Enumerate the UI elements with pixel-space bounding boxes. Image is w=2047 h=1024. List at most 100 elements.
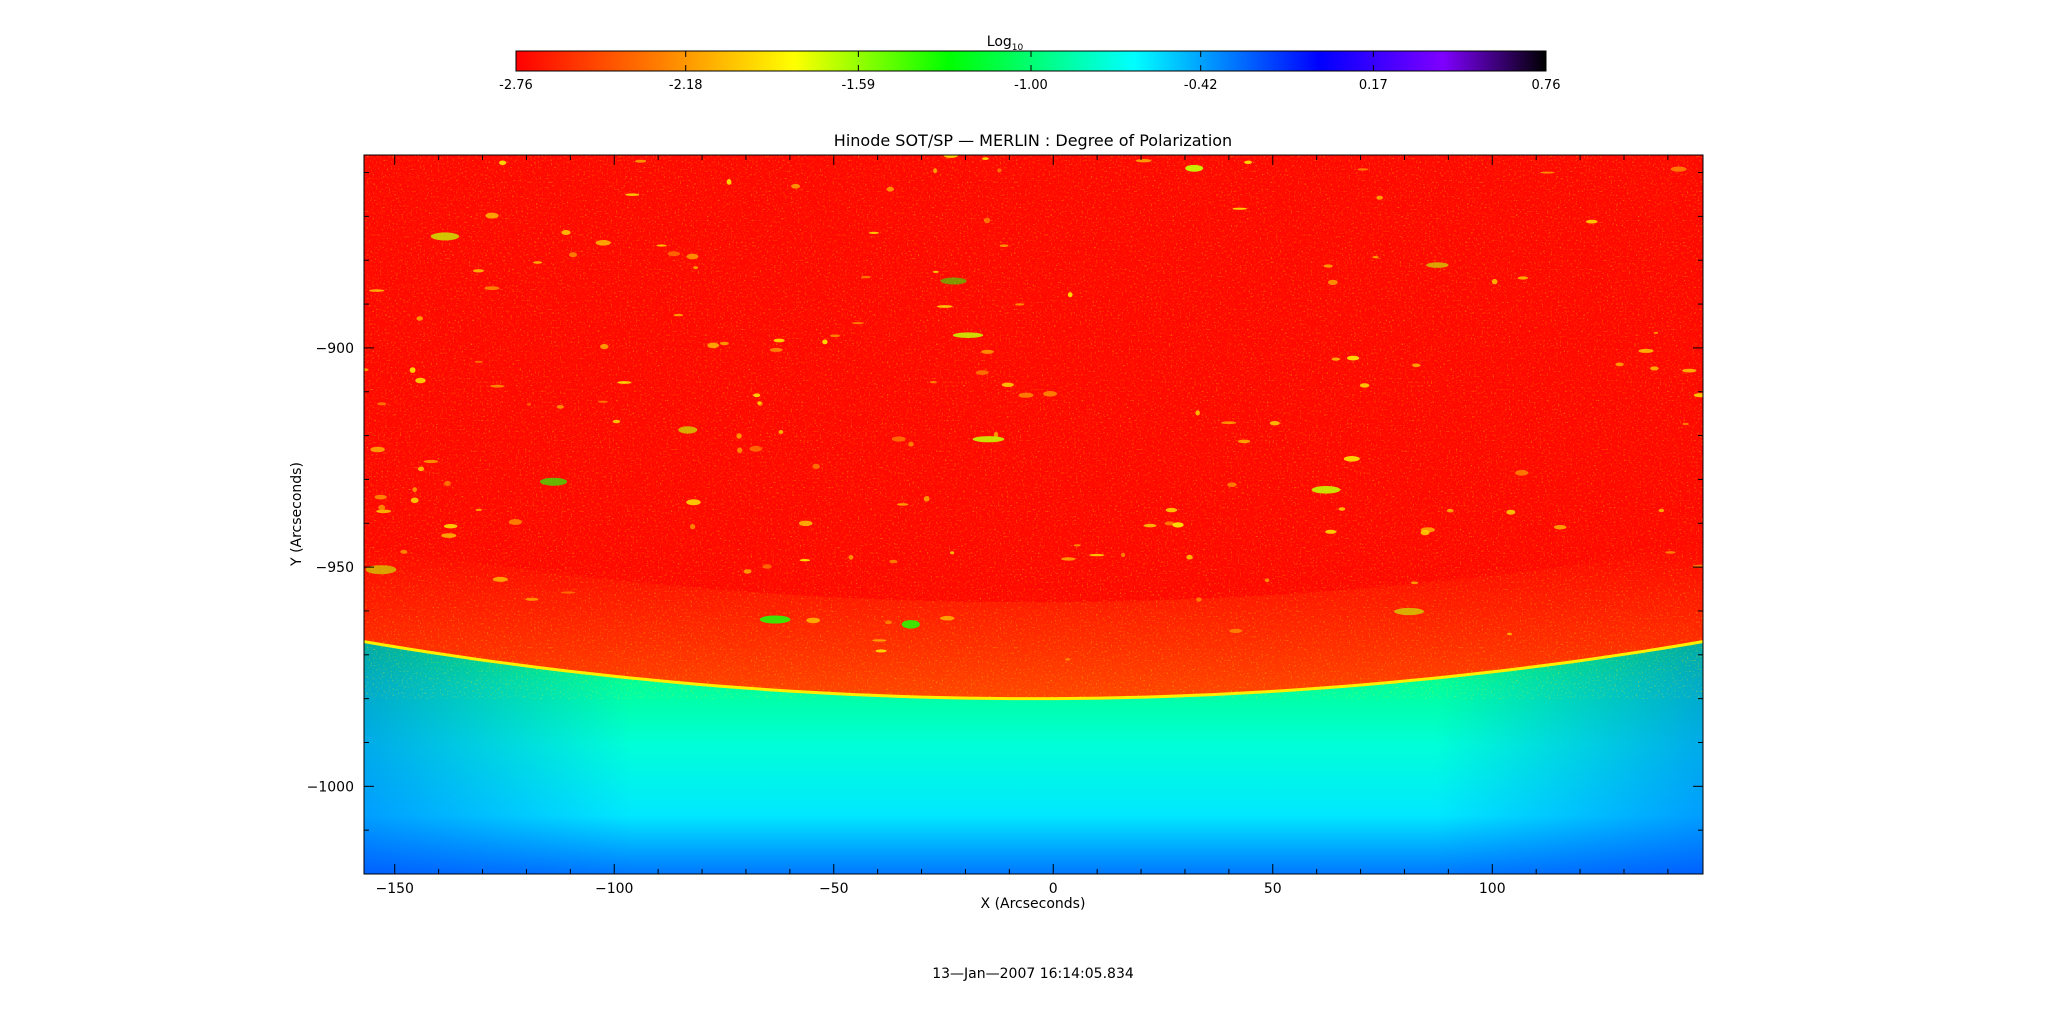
- magnetic-patch: [1338, 507, 1346, 511]
- plot-title: Hinode SOT/SP — MERLIN : Degree of Polar…: [834, 131, 1232, 150]
- magnetic-patch: [1331, 357, 1341, 361]
- magnetic-patch: [757, 401, 762, 405]
- magnetic-patch: [940, 615, 955, 621]
- magnetic-patch: [1186, 554, 1193, 560]
- magnetic-patch: [560, 591, 576, 594]
- magnetic-patch: [950, 551, 955, 555]
- magnetic-patch: [1517, 276, 1529, 280]
- x-tick-label: 0: [1049, 881, 1058, 897]
- magnetic-patch: [1507, 632, 1512, 636]
- magnetic-patch: [430, 232, 460, 241]
- magnetic-patch: [475, 508, 483, 511]
- magnetic-patch: [656, 244, 667, 247]
- magnetic-patch: [370, 446, 385, 453]
- heatmap-image: [364, 155, 1703, 874]
- magnetic-patch: [829, 334, 841, 338]
- magnetic-patch: [1394, 607, 1424, 616]
- magnetic-patch: [981, 349, 994, 354]
- magnetic-patch: [1121, 552, 1126, 558]
- magnetic-patch: [1196, 597, 1202, 602]
- magnetic-patch: [982, 157, 989, 161]
- magnetic-patch: [569, 252, 577, 258]
- magnetic-patch: [673, 313, 684, 317]
- magnetic-patch: [1061, 557, 1076, 561]
- magnetic-patch: [1229, 628, 1243, 634]
- magnetic-patch: [1135, 159, 1152, 163]
- magnetic-patch: [759, 615, 791, 624]
- magnetic-patch: [1357, 168, 1369, 171]
- magnetic-patch: [1491, 278, 1498, 285]
- magnetic-patch: [1185, 164, 1204, 172]
- magnetic-patch: [686, 499, 701, 506]
- y-tick-label: −950: [316, 560, 354, 576]
- magnetic-patch: [932, 270, 939, 273]
- magnetic-patch: [1018, 392, 1034, 398]
- magnetic-patch: [798, 520, 813, 526]
- magnetic-patch: [693, 266, 699, 270]
- magnetic-patch: [492, 576, 508, 582]
- magnetic-patch: [1412, 363, 1421, 368]
- magnetic-patch: [885, 620, 892, 625]
- magnetic-patch: [1143, 523, 1157, 528]
- magnetic-patch: [1164, 521, 1175, 526]
- magnetic-patch: [773, 338, 785, 343]
- magnetic-patch: [726, 179, 732, 185]
- timestamp: 13—Jan—2007 16:14:05.834: [932, 966, 1134, 982]
- magnetic-patch: [376, 509, 392, 514]
- magnetic-patch: [526, 403, 532, 406]
- magnetic-patch: [472, 269, 484, 273]
- magnetic-patch: [1195, 410, 1200, 416]
- magnetic-patch: [485, 212, 499, 219]
- magnetic-patch: [1515, 469, 1529, 476]
- magnetic-patch: [1347, 355, 1360, 361]
- magnetic-patch: [736, 433, 742, 439]
- magnetic-patch: [822, 339, 828, 345]
- colorbar-tick-label: -2.76: [499, 78, 533, 93]
- magnetic-patch: [1682, 368, 1697, 373]
- magnetic-patch: [686, 253, 699, 260]
- magnetic-patch: [1420, 530, 1430, 536]
- magnetic-patch: [1232, 207, 1247, 210]
- magnetic-patch: [806, 617, 820, 624]
- magnetic-patch: [416, 316, 424, 321]
- magnetic-patch: [753, 393, 761, 398]
- magnetic-patch: [444, 480, 451, 487]
- magnetic-patch: [1586, 219, 1598, 224]
- magnetic-patch: [595, 240, 611, 246]
- magnetic-patch: [943, 155, 958, 158]
- magnetic-patch: [848, 554, 854, 560]
- magnetic-patch: [1325, 529, 1337, 534]
- magnetic-patch: [889, 559, 898, 564]
- magnetic-patch: [929, 380, 938, 384]
- x-tick-label: −100: [595, 881, 633, 897]
- magnetic-patch: [1172, 522, 1184, 528]
- magnetic-patch: [625, 193, 640, 196]
- magnetic-patch: [499, 160, 507, 166]
- magnetic-patch: [423, 459, 439, 464]
- magnetic-patch: [1043, 391, 1057, 397]
- magnetic-patch: [378, 504, 386, 511]
- magnetic-patch: [993, 431, 999, 438]
- magnetic-patch: [1269, 421, 1280, 426]
- colorbar-tick-label: 0.76: [1532, 78, 1561, 93]
- magnetic-patch: [1653, 331, 1659, 334]
- magnetic-patch: [868, 231, 880, 234]
- x-tick-label: −150: [376, 881, 414, 897]
- magnetic-patch: [1067, 292, 1073, 298]
- magnetic-patch: [1089, 553, 1105, 557]
- magnetic-patch: [364, 368, 369, 372]
- magnetic-patch: [1327, 279, 1338, 285]
- colorbar-tick-label: -1.59: [842, 78, 876, 93]
- magnetic-patch: [474, 360, 483, 363]
- magnetic-patch: [600, 343, 609, 350]
- magnetic-patch: [1376, 195, 1383, 200]
- y-tick-label: −900: [316, 341, 354, 357]
- magnetic-patch: [1015, 303, 1025, 306]
- magnetic-patch: [891, 436, 906, 442]
- magnetic-patch: [737, 447, 743, 454]
- magnetic-patch: [1638, 348, 1654, 353]
- magnetic-patch: [484, 286, 500, 291]
- x-tick-label: 100: [1479, 881, 1506, 897]
- magnetic-patch: [490, 384, 505, 388]
- magnetic-patches: [364, 155, 1703, 661]
